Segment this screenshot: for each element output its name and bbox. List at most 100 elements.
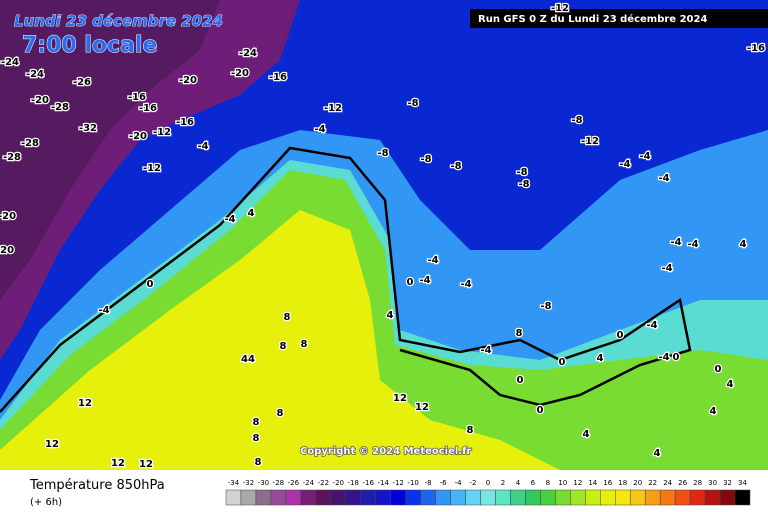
- contour-label: 4: [387, 310, 394, 321]
- contour-label: -4: [480, 345, 491, 356]
- contour-label: -4: [658, 352, 669, 363]
- contour-label: -8: [420, 154, 431, 165]
- contour-label: 0: [147, 279, 154, 290]
- contour-label: -4: [224, 214, 235, 225]
- map-labels: -24-24-20-28-32-28-28-20-20-26-24-20-20-…: [0, 2, 766, 472]
- contour-label: 12: [415, 402, 429, 413]
- colorbar-label: 34: [738, 479, 747, 487]
- colorbar: -34 -32 -30 -28 -26 -24 -22 -20 -18 -16 -14 -12 -10-…: [225, 479, 751, 506]
- contour-label: -28: [21, 138, 39, 149]
- color-swatch: [225, 489, 242, 506]
- color-swatch: [420, 489, 436, 506]
- color-swatch: [480, 489, 496, 506]
- color-swatch: [734, 489, 751, 506]
- legend-title: Température 850hPa: [29, 478, 165, 493]
- zero-isotherm: [0, 146, 692, 413]
- contour-label: -4: [658, 173, 669, 184]
- color-swatch: [659, 489, 676, 506]
- legend-subtitle: (+ 6h): [30, 497, 62, 508]
- contour-label: -4: [619, 159, 630, 170]
- run-text: Run GFS 0 Z du Lundi 23 décembre 2024: [478, 13, 707, 25]
- contour-label: -20: [0, 211, 16, 222]
- colorbar-label: 24: [663, 479, 672, 487]
- colorbar-label: -6: [440, 479, 448, 487]
- very-cold-region: [0, 0, 220, 300]
- colorbar-label: -8: [425, 479, 432, 487]
- color-swatch: [555, 489, 571, 506]
- colorbar-label: -22: [318, 479, 329, 487]
- contour-label: -20: [231, 68, 249, 79]
- contour-label: -4: [639, 151, 650, 162]
- color-swatch: [495, 489, 511, 506]
- colorbar-label: -16: [363, 479, 375, 487]
- contour-label: 4: [248, 208, 255, 219]
- contour-label: 8: [301, 339, 308, 350]
- contour-label: 0: [673, 352, 680, 363]
- colorbar-label: -28: [273, 479, 284, 487]
- contour-label: 0: [537, 405, 544, 416]
- contour-label: -8: [540, 301, 551, 312]
- contour-label: -8: [450, 161, 461, 172]
- colorbar-label: 18: [618, 479, 627, 487]
- contour-label: -16: [176, 117, 194, 128]
- contour-label: 12: [139, 459, 153, 470]
- color-swatch: [465, 489, 481, 506]
- colorbar-label: -24: [303, 479, 315, 487]
- contour-label: 8: [284, 312, 291, 323]
- contour-label: -4: [427, 255, 438, 266]
- contour-label: 0: [407, 277, 414, 288]
- contour-label: -16: [269, 72, 287, 83]
- colorbar-label: -20: [333, 479, 344, 487]
- contour-label: -12: [143, 163, 161, 174]
- contour-label: -16: [747, 43, 765, 54]
- colorbar-label: -32: [243, 479, 254, 487]
- color-swatch: [689, 489, 706, 506]
- contour-label: 8: [467, 425, 474, 436]
- color-swatch: [585, 489, 601, 506]
- contour-label: 12: [45, 439, 59, 450]
- colorbar-label: 2: [501, 479, 505, 487]
- color-swatch: [375, 489, 391, 506]
- contour-label: -4: [98, 305, 109, 316]
- contour-label: 8: [277, 408, 284, 419]
- contour-label: 8: [516, 328, 523, 339]
- color-swatch: [345, 489, 361, 506]
- color-swatch: [240, 489, 257, 506]
- contour-label: -24: [26, 69, 44, 80]
- warmer-region: [0, 210, 560, 470]
- contour-label: -16: [139, 103, 157, 114]
- colorbar-label: -12: [392, 479, 403, 487]
- color-swatch: [719, 489, 736, 506]
- contour-label: 12: [111, 458, 125, 469]
- contour-label: 44: [241, 354, 255, 365]
- contour-label: -12: [551, 3, 569, 14]
- contour-label: 8: [253, 433, 260, 444]
- colorbar-label: 0: [486, 479, 490, 487]
- contour-label: -16: [128, 92, 146, 103]
- colorbar-label: 10: [558, 479, 567, 487]
- contour-label: 0: [517, 375, 524, 386]
- contour-label: 4: [740, 239, 747, 250]
- contour-label: 4: [583, 429, 590, 440]
- contour-label: 12: [393, 393, 407, 404]
- colorbar-label: -14: [377, 479, 389, 487]
- colorbar-label: -30: [258, 479, 269, 487]
- contour-label: -4: [646, 320, 657, 331]
- contour-label: -12: [153, 127, 171, 138]
- contour-label: -4: [661, 263, 672, 274]
- colorbar-label: 28: [693, 479, 702, 487]
- color-swatch: [285, 489, 302, 506]
- contour-label: -8: [518, 179, 529, 190]
- contour-label: -8: [571, 115, 582, 126]
- color-swatch: [644, 489, 661, 506]
- colorbar-label: -26: [288, 479, 300, 487]
- contour-label: -4: [687, 239, 698, 250]
- colorbar-label: -18: [348, 479, 359, 487]
- color-swatch: [540, 489, 556, 506]
- contour-label: 0: [559, 357, 566, 368]
- color-swatch: [674, 489, 691, 506]
- color-swatch: [525, 489, 541, 506]
- contour-label: -8: [407, 98, 418, 109]
- color-swatch: [255, 489, 272, 506]
